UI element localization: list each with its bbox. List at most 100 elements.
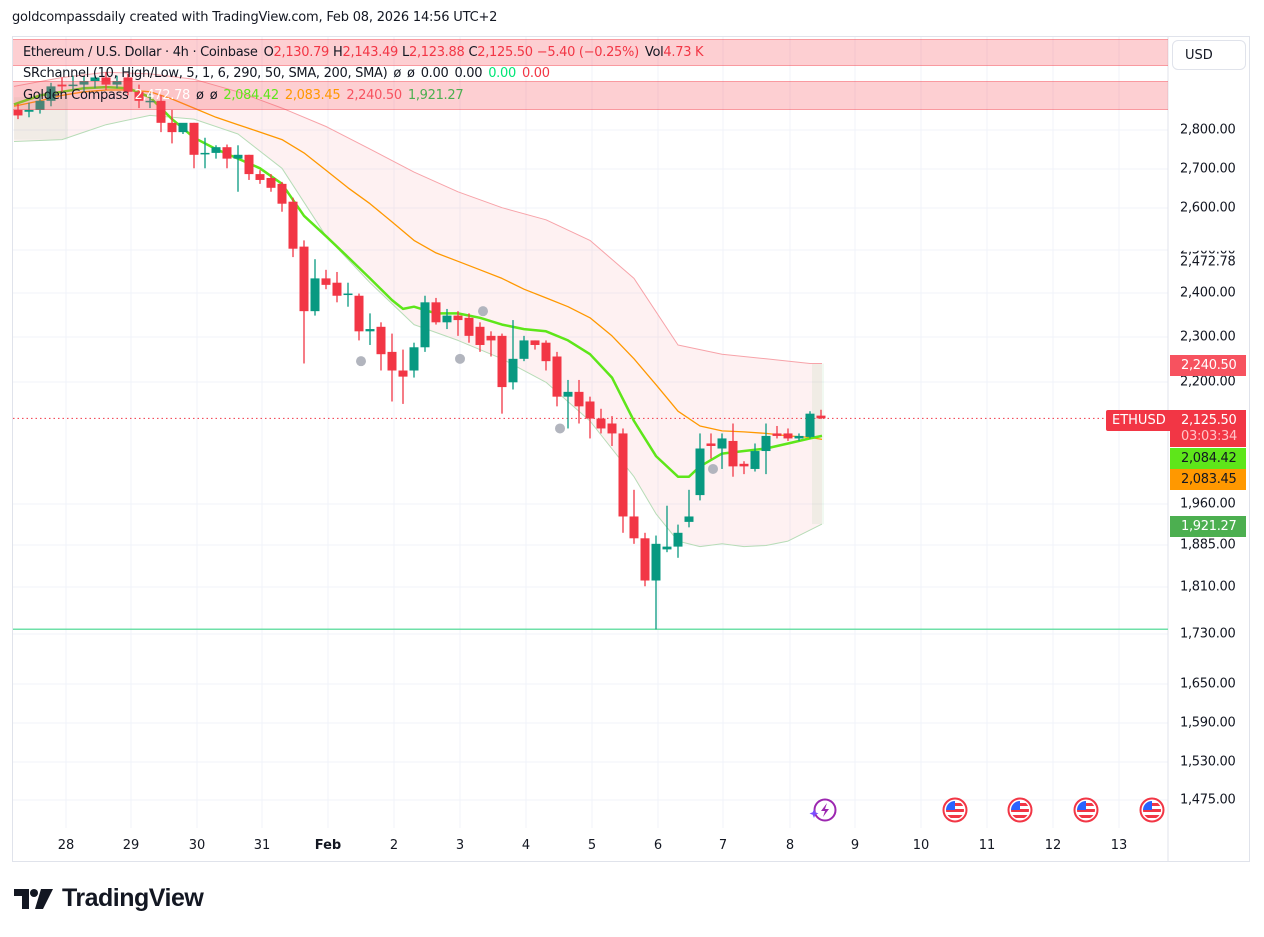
candle-body [376,326,386,355]
srchannel-dot [555,423,565,434]
candle-body [244,154,254,175]
indicator-line [13,89,823,441]
candle-body [112,81,122,85]
candle-body [123,77,133,92]
candle-body [651,543,661,581]
price-label: 2,200.00 [1180,374,1236,390]
candle-body [343,293,353,296]
candle-body [783,433,793,439]
earnings-lightning-icon[interactable] [809,797,837,823]
symbol-name: Ethereum / U.S. Dollar · 4h · Coinbase [23,45,258,60]
candle-body [728,440,738,467]
us-flag-event-icon[interactable] [1139,797,1165,823]
tradingview-logo[interactable]: TradingView [14,884,204,913]
candle-body [585,401,595,419]
volume: Vol4.73 K [644,45,704,60]
price-label: 1,960.00 [1180,496,1236,512]
time-label: 31 [253,838,271,853]
price-change: −5.40 (−0.25%) [536,45,639,60]
time-label: 2 [389,838,399,853]
golden-compass-fast: 2,084.42 [223,88,279,103]
candle-body [673,532,683,547]
candle-body [332,282,342,296]
candle-body [695,448,705,496]
candle-body [739,463,749,467]
time-label: 10 [912,838,930,853]
legend-srchannel-row[interactable]: SRchannel (10, High/Low, 5, 1, 6, 290, 5… [13,61,1168,85]
currency-button[interactable]: USD [1172,40,1246,70]
candle-body [167,122,177,133]
candle-body [211,147,221,153]
golden-compass-name: Golden Compass [23,88,129,103]
candle-body [189,122,199,155]
channel-fill [14,72,822,547]
srchannel-v2: ø [407,65,415,81]
symbol-price-label: ETHUSD [1106,410,1172,431]
ohlc-open: O2,130.79 [263,45,330,60]
time-label: 29 [122,838,140,853]
tradingview-logo-icon [14,888,53,909]
us-flag-event-icon[interactable] [942,797,968,823]
candle-body [79,81,89,85]
candle-body [200,152,210,155]
price-label: 2,300.00 [1180,329,1236,345]
us-flag-event-icon[interactable] [1073,797,1099,823]
candle-body [134,91,144,101]
candle-body [563,391,573,397]
candle-body [750,451,760,469]
candle-body [365,329,375,332]
candle-body [13,109,23,116]
candle-body [178,122,188,133]
candle-body [288,201,298,249]
candle-body [442,315,452,323]
candle-body [398,370,408,377]
candle-body [717,438,727,449]
price-label: 2,600.00 [1180,200,1236,216]
candle-body [508,358,518,383]
time-label: 6 [653,838,663,853]
time-label: 5 [587,838,597,853]
candle-body [464,317,474,336]
candle-body [310,278,320,312]
attribution-header: goldcompassdaily created with TradingVie… [12,10,498,25]
golden-compass-slow: 2,083.45 [284,88,341,103]
candle-body [574,391,584,407]
time-label: 30 [188,838,206,853]
candle-body [354,295,364,332]
srchannel-dot [356,356,366,367]
slow-line-price-tag: 2,083.45 [1170,469,1246,490]
price-label: 1,530.00 [1180,754,1236,770]
candle-body [530,340,540,345]
candle-body [629,516,639,539]
golden-compass-lower: 1,921.27 [407,88,464,103]
indicator-line [13,71,822,364]
legend-golden-compass-row[interactable]: Golden Compass 2,472.78 ø ø 2,084.42 2,0… [13,81,1168,110]
ohlc-close: C2,125.50 [468,45,533,60]
time-label: 3 [455,838,465,853]
price-label: 2,800.00 [1180,122,1236,138]
price-label: 1,590.00 [1180,715,1236,731]
candle-body [266,177,276,188]
golden-compass-v2: ø [196,88,204,103]
upper-band-price-tag: 2,240.50 [1170,355,1246,376]
ohlc-high: H2,143.49 [333,45,399,60]
candle-body [46,86,56,101]
time-label: 4 [521,838,531,853]
candle-body [90,77,100,82]
golden-compass-v1: 2,472.78 [134,88,191,103]
fast-line-price-tag: 2,084.42 [1170,448,1246,469]
candle-body [486,335,496,341]
candle-body [255,174,265,180]
us-flag-event-icon[interactable] [1007,797,1033,823]
candle-body [420,302,430,348]
candle-body [156,100,166,123]
legend-symbol-row[interactable]: Ethereum / U.S. Dollar · 4h · Coinbase O… [13,39,1168,66]
channel-fill-green [812,363,824,525]
candle-body [233,154,243,159]
candle-body [816,415,826,419]
candle-body [706,443,716,446]
price-label: 1,475.00 [1180,792,1236,808]
srchannel-v4: 0.00 [454,65,483,81]
candle-body [475,326,485,345]
